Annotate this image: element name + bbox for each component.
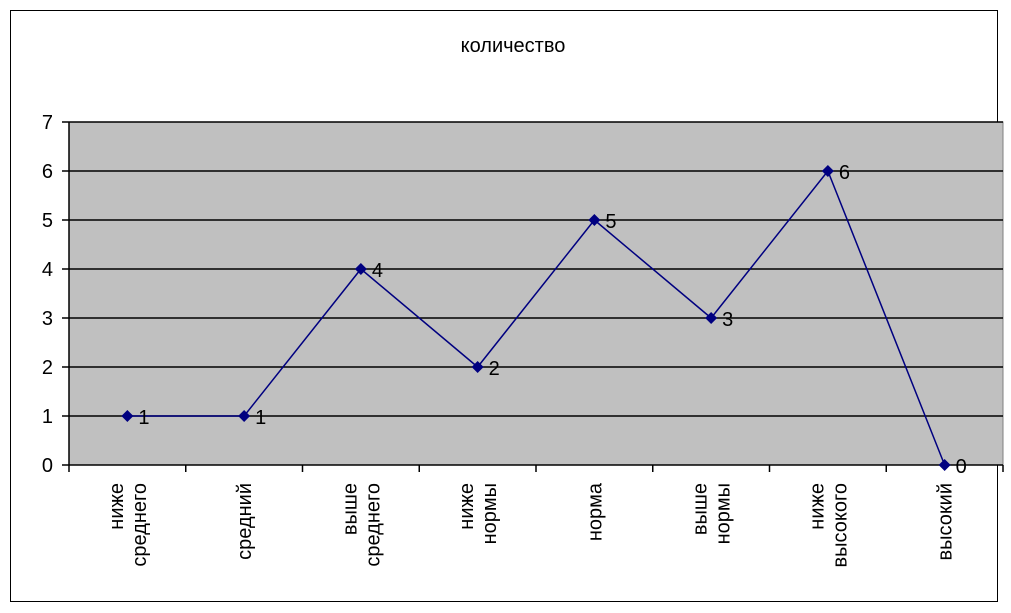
chart-title: количество [461,35,566,57]
x-tick-label: норма [584,482,606,541]
series-group [121,165,951,471]
data-point-marker [354,263,367,275]
series-line [127,169,946,466]
y-tick-label: 2 [42,357,53,379]
y-tick-label: 1 [42,406,53,428]
x-tick-label: ниже [806,483,828,530]
x-tick-label: нормы [479,483,501,544]
x-tick-label: среднего [129,483,151,567]
x-tick-label: ниже [106,483,128,530]
data-point-marker [238,410,251,422]
x-axis-ticks: ниже среднего средний выше среднего ниже нормы… [68,465,1004,567]
x-tick-label: высокого [829,483,851,567]
data-labels: 1 1 4 2 5 3 6 0 [138,162,966,478]
y-tick-label: 3 [42,308,53,330]
data-point-marker [121,410,134,422]
y-tick-label: 6 [42,161,53,183]
data-point-marker [821,165,834,177]
x-tick-label: ниже [456,483,478,530]
data-point-marker [471,361,484,373]
x-tick-label: высокий [935,483,957,560]
x-tick-label: выше [690,483,712,535]
x-tick-label: средний [234,483,256,560]
data-label: 6 [839,162,850,184]
data-label: 2 [489,358,500,380]
x-tick-label: нормы [713,483,735,544]
data-point-marker [705,312,718,324]
data-label: 4 [372,260,383,282]
data-label: 0 [956,456,967,478]
data-point-marker [938,459,951,471]
y-axis-ticks: 0 1 2 3 4 5 6 7 [42,112,69,477]
data-label: 1 [255,407,266,429]
y-tick-label: 7 [42,112,53,134]
data-label: 5 [605,211,616,233]
x-tick-label: выше [339,483,361,535]
data-point-marker [588,214,601,226]
y-tick-label: 0 [42,455,53,477]
y-tick-label: 4 [42,259,53,281]
data-label: 1 [138,407,149,429]
y-tick-label: 5 [42,210,53,232]
data-label: 3 [722,309,733,331]
x-tick-label: среднего [362,483,384,567]
